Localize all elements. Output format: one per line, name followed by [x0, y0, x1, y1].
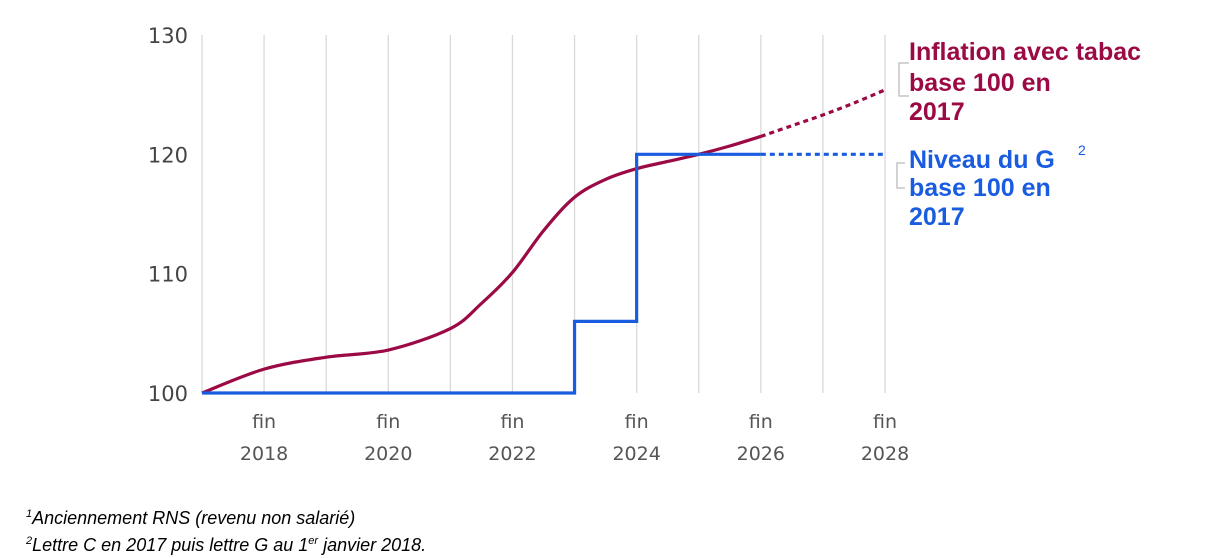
footnote-2-text-after: janvier 2018.	[318, 535, 427, 555]
legend-0-line-1: base 100 en	[909, 69, 1051, 97]
legend-0-line-2: 2017	[909, 98, 965, 126]
footnote-2-text-before: Lettre C en 2017 puis lettre G au 1	[32, 535, 309, 555]
footnotes: 1Anciennement RNS (revenu non salarié) 2…	[26, 503, 426, 557]
legend-bracket-inflation	[898, 62, 909, 97]
x-tick-label-line2: 2022	[488, 443, 536, 465]
y-tick-label: 100	[148, 382, 188, 406]
x-tick-label-line1: fin	[500, 411, 524, 433]
x-tick-label-line2: 2018	[240, 443, 288, 465]
x-tick-label-line2: 2026	[737, 443, 785, 465]
x-tick-label-line1: fin	[873, 411, 897, 433]
series-inflation-projection	[760, 88, 886, 138]
x-tick-label-line1: fin	[376, 411, 400, 433]
legend-1-line-1: base 100 en	[909, 174, 1051, 202]
x-tick-label-line1: fin	[749, 411, 773, 433]
chart: 100 110 120 130 fin 2018 fin 2020 fin 2022 fin 2024…	[148, 24, 1141, 465]
legend-bracket-g	[896, 162, 905, 189]
footnote-1-sup: 1	[26, 508, 33, 520]
y-tick-label: 110	[148, 263, 188, 287]
x-tick-label-line2: 2028	[861, 443, 909, 465]
footnote-2-sup: 2	[26, 535, 33, 547]
footnote-2: 2Lettre C en 2017 puis lettre G au 1er j…	[26, 530, 426, 557]
legend-1-line-0: Niveau du G	[909, 146, 1055, 174]
series-inflation-line	[201, 134, 762, 395]
x-tick-label-line2: 2020	[364, 443, 412, 465]
y-tick-label: 130	[148, 24, 188, 48]
legend-1-sup: 2	[1078, 142, 1086, 158]
footnote-1: 1Anciennement RNS (revenu non salarié)	[26, 503, 426, 530]
legend-0-line-0: Inflation avec tabac	[909, 38, 1141, 66]
legend-1-line-2: 2017	[909, 203, 965, 231]
x-tick-label-line1: fin	[252, 411, 276, 433]
footnote-2-sup-inner: er	[308, 535, 319, 547]
footnote-1-text: Anciennement RNS (revenu non salarié)	[32, 508, 356, 528]
y-tick-label: 120	[148, 143, 188, 167]
x-tick-label-line1: fin	[625, 411, 649, 433]
x-tick-label-line2: 2024	[612, 443, 660, 465]
series-g-line	[202, 152, 761, 395]
